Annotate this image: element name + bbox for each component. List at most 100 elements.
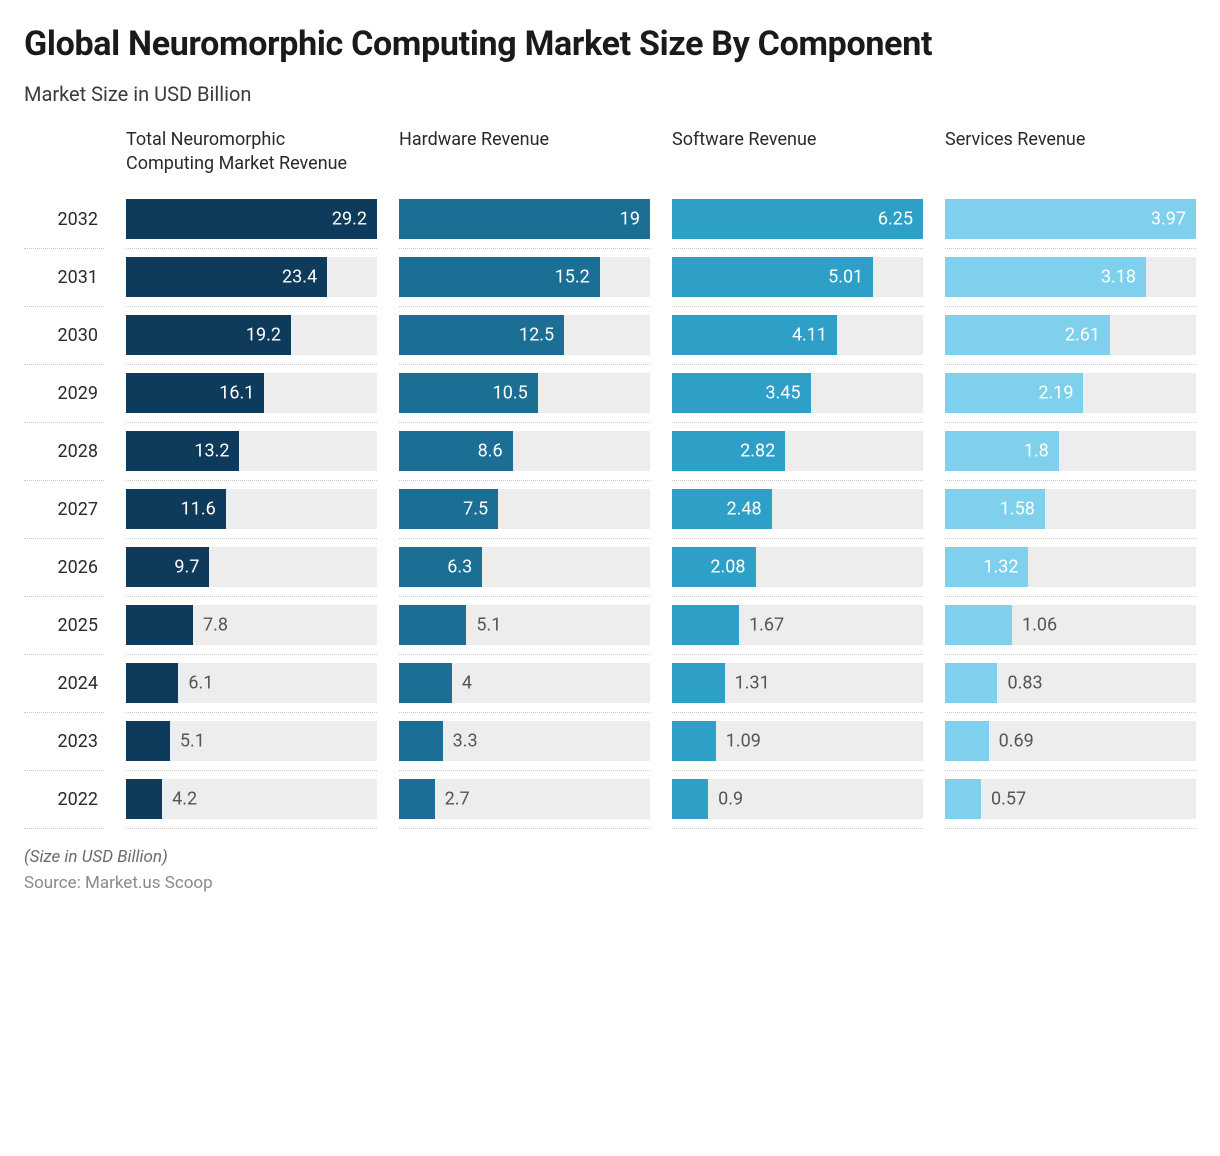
bar-fill: 2.61 — [945, 315, 1110, 355]
bar-cell: 3.18 — [945, 249, 1196, 307]
bar-value-label: 0.57 — [991, 789, 1026, 810]
bar-fill — [672, 721, 716, 761]
bar-fill — [399, 721, 443, 761]
bar-track: 12.5 — [399, 315, 650, 355]
bar-cell: 3.97 — [945, 191, 1196, 249]
bar-track: 19.2 — [126, 315, 377, 355]
bar-track: 0.9 — [672, 779, 923, 819]
bar-fill — [672, 779, 708, 819]
bar-track: 2.7 — [399, 779, 650, 819]
bar-fill: 13.2 — [126, 431, 239, 471]
bar-fill — [672, 663, 725, 703]
bar-value-label: 7.5 — [463, 499, 488, 520]
bar-fill — [945, 779, 981, 819]
bar-fill — [126, 721, 170, 761]
bar-value-label: 3.97 — [1151, 209, 1186, 230]
bar-value-label: 1.09 — [726, 731, 761, 752]
bar-track: 7.8 — [126, 605, 377, 645]
bar-cell: 5.01 — [672, 249, 923, 307]
bar-cell: 2.82 — [672, 423, 923, 481]
bar-value-label: 3.18 — [1101, 267, 1136, 288]
bar-fill — [126, 779, 162, 819]
bar-track: 10.5 — [399, 373, 650, 413]
bar-cell: 12.5 — [399, 307, 650, 365]
bar-track: 0.83 — [945, 663, 1196, 703]
column-header: Services Revenue — [945, 124, 1196, 191]
bar-cell: 2.61 — [945, 307, 1196, 365]
bar-cell: 6.3 — [399, 539, 650, 597]
bar-track: 5.1 — [126, 721, 377, 761]
bar-fill: 16.1 — [126, 373, 264, 413]
bar-fill — [399, 663, 452, 703]
bar-fill: 3.45 — [672, 373, 811, 413]
year-label: 2031 — [24, 249, 104, 307]
bar-cell: 2.19 — [945, 365, 1196, 423]
bar-value-label: 9.7 — [174, 557, 199, 578]
bar-track: 5.1 — [399, 605, 650, 645]
bar-fill: 7.5 — [399, 489, 498, 529]
year-header-spacer — [24, 124, 104, 191]
bar-value-label: 4 — [462, 673, 472, 694]
bar-value-label: 5.01 — [828, 267, 863, 288]
bar-value-label: 1.31 — [735, 673, 770, 694]
bar-fill: 5.01 — [672, 257, 873, 297]
bar-cell: 0.9 — [672, 771, 923, 829]
bar-value-label: 2.08 — [710, 557, 745, 578]
bar-fill: 3.18 — [945, 257, 1146, 297]
bar-track: 7.5 — [399, 489, 650, 529]
bar-fill: 6.25 — [672, 199, 923, 239]
bar-cell: 1.8 — [945, 423, 1196, 481]
bar-cell: 0.83 — [945, 655, 1196, 713]
bar-cell: 13.2 — [126, 423, 377, 481]
bar-track: 3.45 — [672, 373, 923, 413]
bar-cell: 19.2 — [126, 307, 377, 365]
bar-fill: 9.7 — [126, 547, 209, 587]
year-label: 2030 — [24, 307, 104, 365]
bar-cell: 2.7 — [399, 771, 650, 829]
bar-fill: 4.11 — [672, 315, 837, 355]
bar-fill: 29.2 — [126, 199, 377, 239]
bar-track: 6.3 — [399, 547, 650, 587]
chart-title: Global Neuromorphic Computing Market Siz… — [24, 24, 1196, 64]
bar-track: 6.1 — [126, 663, 377, 703]
bar-cell: 0.57 — [945, 771, 1196, 829]
bar-value-label: 8.6 — [478, 441, 503, 462]
bar-fill: 2.82 — [672, 431, 785, 471]
bar-value-label: 4.11 — [792, 325, 827, 346]
year-label: 2022 — [24, 771, 104, 829]
bar-track: 13.2 — [126, 431, 377, 471]
bar-value-label: 1.8 — [1024, 441, 1049, 462]
chart-source: Source: Market.us Scoop — [24, 873, 1196, 893]
bar-value-label: 4.2 — [172, 789, 197, 810]
bar-value-label: 1.67 — [749, 615, 784, 636]
chart-footnote: (Size in USD Billion) — [24, 847, 1196, 867]
bar-track: 3.97 — [945, 199, 1196, 239]
bar-fill: 23.4 — [126, 257, 327, 297]
column-header: Hardware Revenue — [399, 124, 650, 191]
bar-value-label: 1.06 — [1022, 615, 1057, 636]
year-label: 2032 — [24, 191, 104, 249]
bar-cell: 1.06 — [945, 597, 1196, 655]
bar-value-label: 15.2 — [555, 267, 590, 288]
bar-track: 15.2 — [399, 257, 650, 297]
bar-value-label: 5.1 — [180, 731, 205, 752]
bar-fill — [399, 779, 435, 819]
bar-fill: 8.6 — [399, 431, 513, 471]
bar-value-label: 29.2 — [332, 209, 367, 230]
bar-cell: 5.1 — [126, 713, 377, 771]
bar-track: 2.08 — [672, 547, 923, 587]
bar-cell: 1.32 — [945, 539, 1196, 597]
bar-fill: 12.5 — [399, 315, 564, 355]
bar-cell: 7.5 — [399, 481, 650, 539]
bar-cell: 5.1 — [399, 597, 650, 655]
bar-fill: 19.2 — [126, 315, 291, 355]
year-label: 2024 — [24, 655, 104, 713]
bar-cell: 3.45 — [672, 365, 923, 423]
bar-track: 2.82 — [672, 431, 923, 471]
bar-value-label: 12.5 — [519, 325, 554, 346]
bar-track: 1.06 — [945, 605, 1196, 645]
year-label: 2029 — [24, 365, 104, 423]
bar-cell: 0.69 — [945, 713, 1196, 771]
year-label: 2027 — [24, 481, 104, 539]
bar-value-label: 7.8 — [203, 615, 228, 636]
